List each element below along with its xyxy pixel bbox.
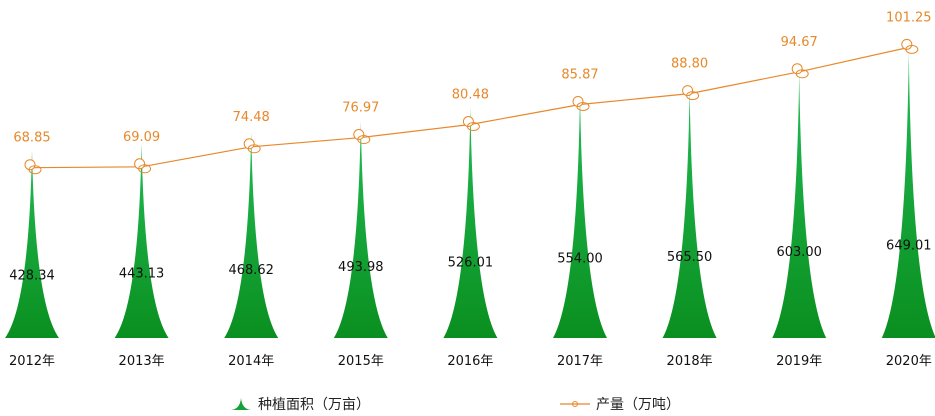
output-marker-ellipse-1 <box>138 164 152 174</box>
legend-line-icon <box>560 401 590 407</box>
x-tick-label-8: 2020年 <box>886 354 932 369</box>
output-marker-ring-8 <box>901 38 913 50</box>
output-value-label-2: 74.48 <box>233 110 270 125</box>
output-value-label-6: 88.80 <box>671 57 708 72</box>
output-point-2 <box>243 138 261 154</box>
output-marker-ellipse-8 <box>905 44 919 54</box>
bar-value-label-1: 443.13 <box>119 267 165 282</box>
legend-label-area: 种植面积（万亩） <box>258 397 370 413</box>
output-point-8 <box>901 38 919 54</box>
output-value-label-5: 85.87 <box>561 67 598 82</box>
bar-labels-layer: 428.34 443.13 468.62 493.98 526.01 554.00 565.… <box>9 239 931 284</box>
output-value-label-4: 80.48 <box>452 88 489 103</box>
bar-value-label-0: 428.34 <box>9 269 55 284</box>
output-value-label-1: 69.09 <box>123 130 160 145</box>
legend: 种植面积（万亩） 产量（万吨） <box>0 392 935 416</box>
bars-layer <box>5 53 935 339</box>
x-tick-label-5: 2017年 <box>557 354 603 369</box>
output-marker-ellipse-5 <box>576 101 590 111</box>
legend-item-output[interactable]: 产量（万吨） <box>560 394 680 414</box>
output-marker-ellipse-2 <box>247 144 261 154</box>
legend-label-output: 产量（万吨） <box>596 397 680 413</box>
output-point-1 <box>134 158 152 174</box>
bar-value-label-2: 468.62 <box>228 263 274 278</box>
output-marker-ring-4 <box>462 116 474 128</box>
output-point-7 <box>791 63 809 79</box>
output-marker-ring-0 <box>24 159 36 171</box>
bar-spike-2 <box>224 132 279 338</box>
x-tick-label-1: 2013年 <box>119 354 165 369</box>
x-tick-label-2: 2014年 <box>228 354 274 369</box>
output-point-0 <box>24 159 42 175</box>
output-point-6 <box>682 85 700 101</box>
output-marker-ellipse-6 <box>686 91 700 101</box>
bar-value-label-3: 493.98 <box>338 260 384 275</box>
bar-spike-1 <box>114 143 169 338</box>
bar-value-label-7: 603.00 <box>776 245 822 260</box>
output-point-5 <box>572 95 590 111</box>
output-marker-ellipse-0 <box>28 165 42 175</box>
output-marker-ring-1 <box>134 158 146 170</box>
output-value-label-7: 94.67 <box>781 35 818 50</box>
output-point-3 <box>353 129 371 145</box>
output-marker-ring-6 <box>682 85 694 97</box>
bar-spike-0 <box>5 149 59 338</box>
line-labels-layer: 68.85 69.09 74.48 76.97 80.48 85.87 88.80 94.67… <box>13 10 931 145</box>
output-marker-ring-3 <box>353 129 365 141</box>
output-value-label-3: 76.97 <box>342 101 379 116</box>
bar-spike-5 <box>553 94 607 338</box>
markers-layer <box>24 38 919 175</box>
bar-spike-3 <box>333 121 388 339</box>
output-marker-ring-2 <box>243 138 255 150</box>
x-tick-label-3: 2015年 <box>338 354 384 369</box>
output-point-4 <box>462 116 480 132</box>
legend-item-area[interactable]: 种植面积（万亩） <box>230 394 370 414</box>
bar-spike-6 <box>662 89 717 338</box>
chart-svg: 428.34 443.13 468.62 493.98 526.01 554.00 565.… <box>5 10 935 369</box>
bar-spike-8 <box>881 53 935 338</box>
x-tick-label-0: 2012年 <box>9 354 55 369</box>
bar-spike-4 <box>443 107 498 338</box>
output-marker-ellipse-3 <box>357 135 371 145</box>
output-marker-ring-7 <box>791 63 803 75</box>
bar-value-label-4: 526.01 <box>448 255 494 270</box>
output-marker-ellipse-4 <box>466 122 480 132</box>
bar-spike-7 <box>772 73 827 339</box>
bar-value-label-8: 649.01 <box>886 239 932 254</box>
legend-spike-icon <box>231 398 251 410</box>
output-value-label-8: 101.25 <box>886 10 932 25</box>
x-tick-label-7: 2019年 <box>776 354 822 369</box>
x-tick-label-4: 2016年 <box>447 354 493 369</box>
bar-value-label-6: 565.50 <box>667 250 713 265</box>
x-tick-label-6: 2018年 <box>667 354 713 369</box>
bar-value-label-5: 554.00 <box>557 252 603 267</box>
output-value-label-0: 68.85 <box>13 131 50 146</box>
x-axis-tick-labels: 2012年 2013年 2014年 2015年 2016年 2017年 2018年 2019年… <box>9 354 932 369</box>
output-marker-ellipse-7 <box>795 69 809 79</box>
output-marker-ring-5 <box>572 95 584 107</box>
